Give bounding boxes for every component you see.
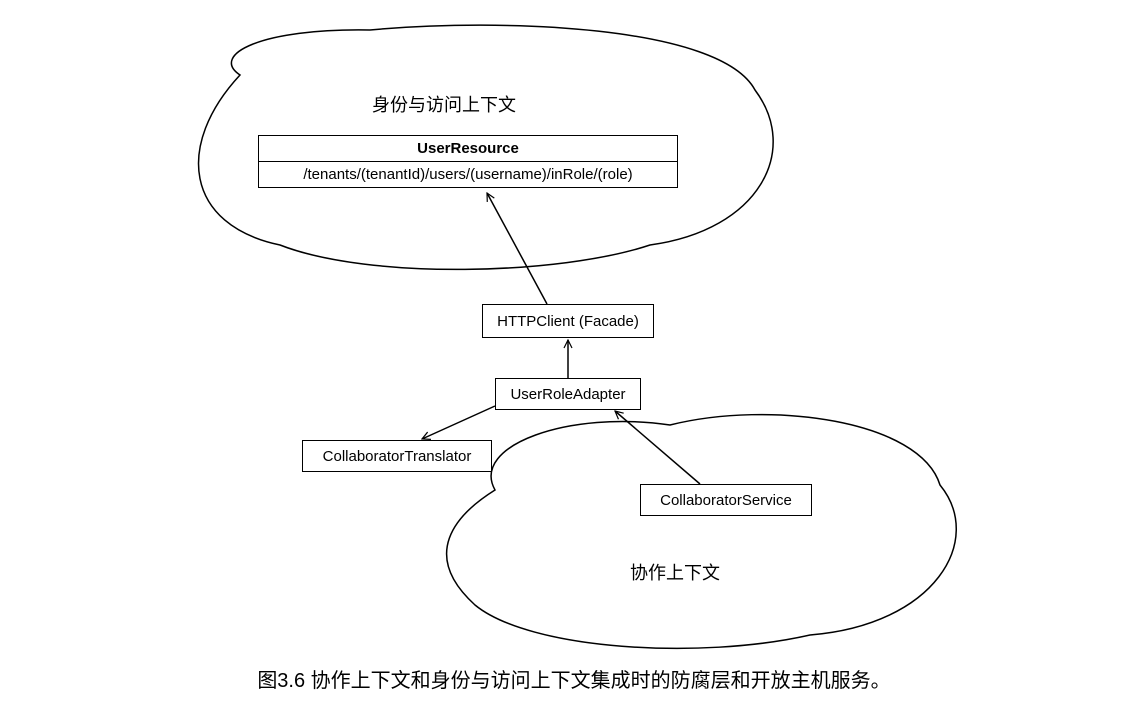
- node-user-role-adapter: UserRoleAdapter: [495, 378, 641, 410]
- edge-service-to-adapter: [615, 411, 700, 484]
- diagram-svg: [0, 0, 1148, 705]
- node-collaborator-translator: CollaboratorTranslator: [302, 440, 492, 472]
- edge-adapter-to-translator: [422, 406, 495, 439]
- diagram-container: 身份与访问上下文 协作上下文 UserResource /tenants/(te…: [0, 0, 1148, 705]
- figure-caption: 图3.6 协作上下文和身份与访问上下文集成时的防腐层和开放主机服务。: [0, 664, 1148, 693]
- context-label-bottom: 协作上下文: [630, 559, 720, 585]
- edge-httpclient-to-userresource: [487, 193, 547, 304]
- node-collaborator-service: CollaboratorService: [640, 484, 812, 516]
- node-user-resource-detail: /tenants/(tenantId)/users/(username)/inR…: [259, 162, 677, 187]
- node-http-client: HTTPClient (Facade): [482, 304, 654, 338]
- node-user-resource-header: UserResource: [259, 136, 677, 162]
- node-user-resource: UserResource /tenants/(tenantId)/users/(…: [258, 135, 678, 188]
- context-label-top: 身份与访问上下文: [372, 91, 516, 117]
- context-cloud-bottom: [447, 415, 957, 649]
